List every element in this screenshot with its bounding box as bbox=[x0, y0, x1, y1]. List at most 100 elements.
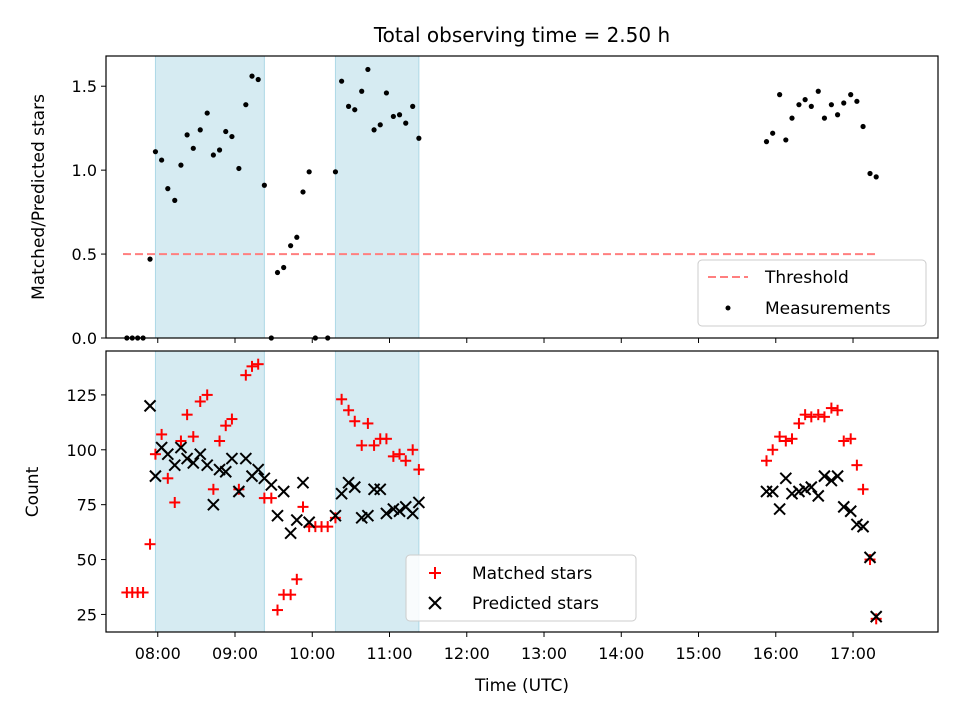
measurement-point bbox=[172, 197, 178, 203]
measurement-point bbox=[383, 90, 390, 96]
predicted-star-point bbox=[805, 480, 818, 494]
legend-predicted-swatch bbox=[428, 596, 442, 610]
legend-matched-swatch bbox=[429, 567, 441, 579]
matched-star-point bbox=[838, 435, 850, 447]
measurement-point bbox=[190, 145, 196, 151]
bottom-xtick-label: 10:00 bbox=[289, 644, 335, 663]
predicted-star-point bbox=[406, 507, 419, 520]
matched-star-point bbox=[181, 409, 193, 421]
bottom-xtick-label: 15:00 bbox=[675, 644, 721, 663]
matched-star-point bbox=[407, 444, 419, 456]
measurement-point bbox=[184, 132, 190, 138]
measurement-point bbox=[403, 120, 409, 126]
matched-star-point bbox=[265, 492, 277, 504]
top-legend: Threshold Measurements bbox=[697, 259, 927, 327]
matched-star-point bbox=[201, 389, 213, 401]
measurement-point bbox=[332, 169, 339, 175]
measurement-point bbox=[352, 107, 358, 113]
matched-star-point bbox=[246, 360, 258, 372]
predicted-star-point bbox=[374, 483, 387, 496]
matched-star-point bbox=[175, 435, 187, 447]
top-legend-box bbox=[697, 259, 927, 327]
shaded-interval-1 bbox=[334, 55, 420, 339]
matched-star-point bbox=[156, 428, 168, 440]
measurement-point bbox=[229, 133, 235, 140]
legend-predicted-label: Predicted stars bbox=[472, 594, 599, 614]
matched-star-point bbox=[297, 501, 309, 513]
bottom-axes-frame bbox=[105, 350, 939, 633]
predicted-star-point bbox=[348, 480, 361, 494]
measurement-point bbox=[178, 162, 184, 168]
predicted-star-point bbox=[143, 399, 157, 413]
legend-measurements-label: Measurements bbox=[765, 299, 891, 319]
measurement-point bbox=[854, 98, 860, 104]
predicted-star-point bbox=[232, 485, 246, 498]
measurement-point bbox=[223, 128, 229, 135]
measurement-point bbox=[300, 189, 306, 195]
measurement-point bbox=[236, 165, 242, 172]
shaded-interval-0 bbox=[154, 350, 265, 633]
predicted-star-point bbox=[302, 516, 316, 529]
measurement-point bbox=[390, 113, 396, 120]
measurement-point bbox=[873, 174, 879, 180]
predicted-star-point bbox=[785, 487, 799, 500]
measurement-point bbox=[763, 139, 770, 145]
measurement-point bbox=[789, 115, 795, 121]
matched-star-point bbox=[322, 521, 334, 533]
matched-star-point bbox=[137, 586, 149, 598]
predicted-star-point bbox=[812, 489, 825, 503]
measurement-point bbox=[204, 110, 210, 116]
matched-star-point bbox=[400, 455, 412, 467]
predicted-star-point bbox=[194, 447, 207, 461]
measurement-point bbox=[147, 256, 153, 262]
measurement-point bbox=[261, 182, 267, 188]
bottom-y-axis-label: Count bbox=[23, 466, 43, 517]
matched-star-point bbox=[187, 431, 199, 443]
measurement-point bbox=[339, 78, 345, 84]
bottom-ytick-label: 50 bbox=[77, 551, 97, 570]
matched-star-point bbox=[149, 448, 161, 460]
measurement-point bbox=[815, 88, 821, 94]
bottom-xtick-label: 13:00 bbox=[521, 644, 567, 663]
bottom-xtick-label: 09:00 bbox=[212, 644, 258, 663]
measurement-point bbox=[281, 264, 287, 271]
top-measurement-points bbox=[124, 66, 879, 341]
matched-star-point bbox=[870, 613, 882, 625]
predicted-star-point bbox=[831, 469, 844, 483]
bottom-x-ticks: 08:00 09:00 10:00 11:00 12:00 13:00 14:00 15:00… bbox=[135, 632, 876, 663]
matched-star-point bbox=[336, 393, 348, 405]
matched-star-point bbox=[864, 554, 876, 566]
matched-star-point bbox=[362, 417, 374, 429]
matched-star-point bbox=[226, 413, 238, 425]
measurement-point bbox=[249, 73, 255, 79]
matched-star-point bbox=[329, 512, 341, 524]
predicted-star-point bbox=[393, 505, 406, 518]
measurement-point bbox=[396, 112, 403, 118]
measurement-point bbox=[371, 127, 377, 133]
matched-star-point bbox=[356, 439, 368, 451]
shaded-interval-0 bbox=[154, 55, 265, 339]
predicted-star-point bbox=[773, 502, 786, 516]
predicted-star-point bbox=[290, 513, 304, 527]
bottom-xtick-label: 08:00 bbox=[135, 644, 181, 663]
predicted-star-point bbox=[225, 452, 239, 465]
measurement-point bbox=[848, 92, 854, 98]
predicted-star-point bbox=[329, 509, 342, 522]
measurement-point bbox=[416, 135, 422, 141]
legend-measurements-swatch bbox=[725, 305, 731, 311]
predicted-star-point bbox=[779, 472, 793, 485]
predicted-star-point bbox=[271, 509, 284, 522]
matched-star-point bbox=[413, 464, 425, 476]
matched-star-point bbox=[252, 358, 264, 370]
predicted-star-point bbox=[239, 452, 253, 465]
bottom-ytick-label: 125 bbox=[66, 386, 97, 405]
matched-star-point bbox=[220, 420, 232, 432]
matched-star-point bbox=[169, 496, 181, 508]
predicted-star-point bbox=[825, 474, 838, 487]
top-y-ticks: 0.0 0.5 1.0 1.5 bbox=[72, 77, 106, 348]
legend-matched-label: Matched stars bbox=[472, 564, 592, 584]
bottom-xtick-label: 14:00 bbox=[598, 644, 644, 663]
measurement-point bbox=[410, 103, 416, 109]
predicted-star-point bbox=[863, 551, 877, 564]
